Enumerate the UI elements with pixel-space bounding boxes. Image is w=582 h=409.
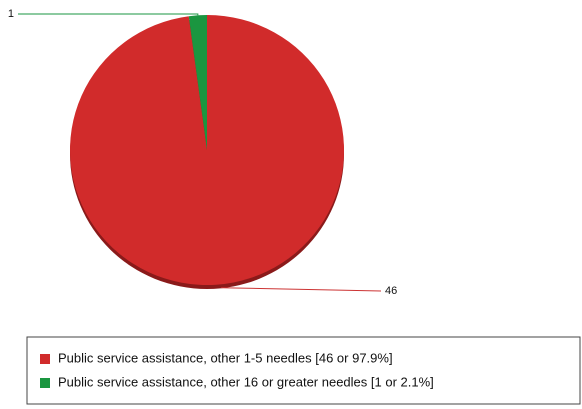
legend-label: Public service assistance, other 16 or g… xyxy=(58,374,434,389)
leader-line xyxy=(221,287,382,292)
pie-slice xyxy=(69,15,344,285)
leader-line xyxy=(18,13,199,16)
data-label: 1 xyxy=(8,8,14,20)
legend-label: Public service assistance, other 1-5 nee… xyxy=(58,350,393,365)
legend-swatch xyxy=(40,354,50,364)
pie-slice xyxy=(188,15,207,150)
data-label: 46 xyxy=(385,285,397,297)
legend-box xyxy=(26,336,581,405)
legend-swatch xyxy=(40,378,50,388)
